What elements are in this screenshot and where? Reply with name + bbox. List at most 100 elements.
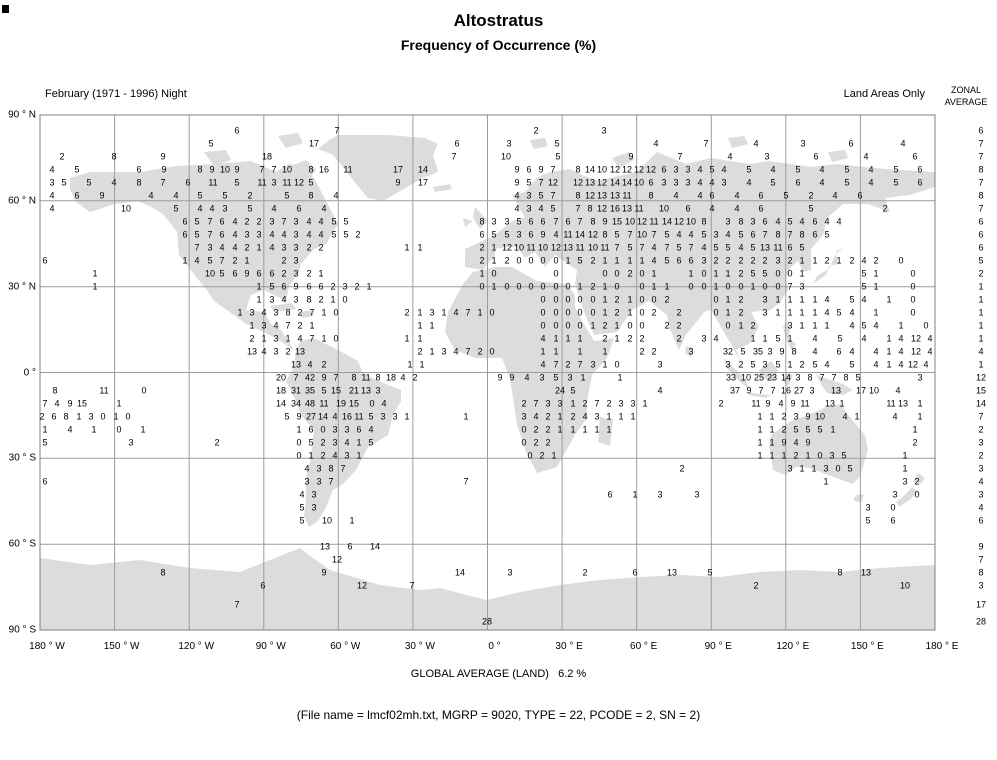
grid-value: 4 bbox=[824, 359, 830, 370]
grid-value: 6 bbox=[661, 164, 667, 175]
grid-value: 1 bbox=[237, 307, 243, 318]
island-new-zealand-south bbox=[896, 487, 918, 507]
grid-value: 4 bbox=[753, 138, 759, 149]
grid-value: 1 bbox=[750, 333, 756, 344]
grid-value: 1 bbox=[614, 255, 620, 266]
grid-value: 4 bbox=[861, 333, 867, 344]
grid-value: 0 bbox=[914, 489, 920, 500]
grid-value: 3 bbox=[725, 359, 731, 370]
grid-value: 0 bbox=[369, 398, 375, 409]
longitude-label: 90 ° E bbox=[704, 641, 732, 652]
grid-value: 5 bbox=[61, 177, 67, 188]
grid-value: 6 bbox=[219, 229, 225, 240]
grid-value: 8 bbox=[837, 567, 843, 578]
grid-value: 8 bbox=[843, 372, 849, 383]
grid-value: 1 bbox=[618, 411, 624, 422]
grid-value: 9 bbox=[805, 411, 811, 422]
grid-value: 0 bbox=[516, 281, 522, 292]
grid-value: 14 bbox=[584, 164, 596, 175]
grid-value: 0 bbox=[614, 359, 620, 370]
zonal-average-value: 14 bbox=[975, 398, 987, 409]
grid-value: 3 bbox=[281, 242, 287, 253]
grid-value: 4 bbox=[676, 229, 682, 240]
grid-value: 1 bbox=[477, 307, 483, 318]
grid-value: 5 bbox=[299, 502, 305, 513]
grid-value: 7 bbox=[677, 151, 683, 162]
grid-value: 25 bbox=[753, 372, 765, 383]
grid-value: 4 bbox=[861, 294, 867, 305]
grid-value: 3 bbox=[694, 489, 700, 500]
grid-value: 4 bbox=[849, 346, 855, 357]
grid-value: 1 bbox=[553, 333, 559, 344]
grid-value: 12 bbox=[596, 203, 608, 214]
grid-value: 0 bbox=[651, 294, 657, 305]
grid-value: 0 bbox=[565, 294, 571, 305]
zonal-average-value: 3 bbox=[978, 463, 984, 474]
zonal-average-header-line1: ZONAL bbox=[950, 85, 981, 95]
grid-value: 4 bbox=[306, 229, 312, 240]
zonal-average-value: 7 bbox=[978, 138, 984, 149]
grid-value: 8 bbox=[738, 216, 744, 227]
grid-value: 2 bbox=[545, 424, 551, 435]
island-sumatra bbox=[724, 358, 751, 390]
grid-value: 4 bbox=[775, 216, 781, 227]
grid-value: 1 bbox=[664, 281, 670, 292]
grid-value: 1 bbox=[886, 294, 892, 305]
grid-value: 0 bbox=[553, 307, 559, 318]
grid-value: 2 bbox=[713, 255, 719, 266]
grid-value: 12 bbox=[587, 229, 599, 240]
grid-value: 0 bbox=[602, 268, 608, 279]
grid-value: 2 bbox=[297, 320, 303, 331]
grid-value: 3 bbox=[506, 138, 512, 149]
grid-value: 2 bbox=[824, 255, 830, 266]
grid-value: 4 bbox=[304, 463, 310, 474]
grid-value: 9 bbox=[293, 281, 299, 292]
grid-value: 1 bbox=[76, 411, 82, 422]
grid-value: 0 bbox=[923, 320, 929, 331]
island-java bbox=[749, 393, 771, 398]
corner-artifact bbox=[2, 5, 9, 13]
grid-value: 3 bbox=[721, 177, 727, 188]
grid-value: 1 bbox=[812, 307, 818, 318]
grid-value: 3 bbox=[594, 411, 600, 422]
grid-value: 5 bbox=[504, 229, 510, 240]
grid-value: 16 bbox=[341, 411, 353, 422]
grid-value: 12 bbox=[673, 216, 685, 227]
grid-value: 3 bbox=[344, 424, 350, 435]
zonal-average-value: 4 bbox=[978, 502, 984, 513]
grid-value: 1 bbox=[417, 242, 423, 253]
grid-value: 1 bbox=[812, 294, 818, 305]
grid-value: 4 bbox=[232, 229, 238, 240]
grid-value: 1 bbox=[873, 307, 879, 318]
grid-value: 14 bbox=[661, 216, 673, 227]
grid-value: 35 bbox=[304, 385, 316, 396]
grid-value: 5 bbox=[865, 515, 871, 526]
grid-value: 0 bbox=[713, 307, 719, 318]
grid-value: 1 bbox=[318, 268, 324, 279]
grid-value: 2 bbox=[330, 281, 336, 292]
grid-value: 6 bbox=[454, 138, 460, 149]
continent-north-america bbox=[70, 161, 338, 350]
grid-value: 12 bbox=[572, 177, 584, 188]
grid-value: 5 bbox=[550, 203, 556, 214]
longitude-label: 150 ° E bbox=[850, 641, 884, 652]
grid-value: 14 bbox=[780, 372, 792, 383]
grid-value: 4 bbox=[863, 151, 869, 162]
grid-value: 1 bbox=[617, 372, 623, 383]
longitude-label: 90 ° W bbox=[255, 641, 286, 652]
grid-value: 6 bbox=[528, 229, 534, 240]
grid-value: 3 bbox=[661, 177, 667, 188]
grid-value: 3 bbox=[244, 229, 250, 240]
grid-value: 5 bbox=[555, 151, 561, 162]
grid-value: 10 bbox=[624, 216, 636, 227]
grid-value: 9 bbox=[781, 437, 787, 448]
grid-value: 3 bbox=[795, 372, 801, 383]
grid-value: 1 bbox=[580, 372, 586, 383]
island-new-zealand-north bbox=[913, 473, 925, 484]
grid-value: 4 bbox=[892, 411, 898, 422]
grid-value: 5 bbox=[219, 268, 225, 279]
grid-value: 3 bbox=[332, 424, 338, 435]
grid-value: 0 bbox=[590, 307, 596, 318]
grid-value: 2 bbox=[285, 346, 291, 357]
grid-value: 16 bbox=[609, 203, 621, 214]
